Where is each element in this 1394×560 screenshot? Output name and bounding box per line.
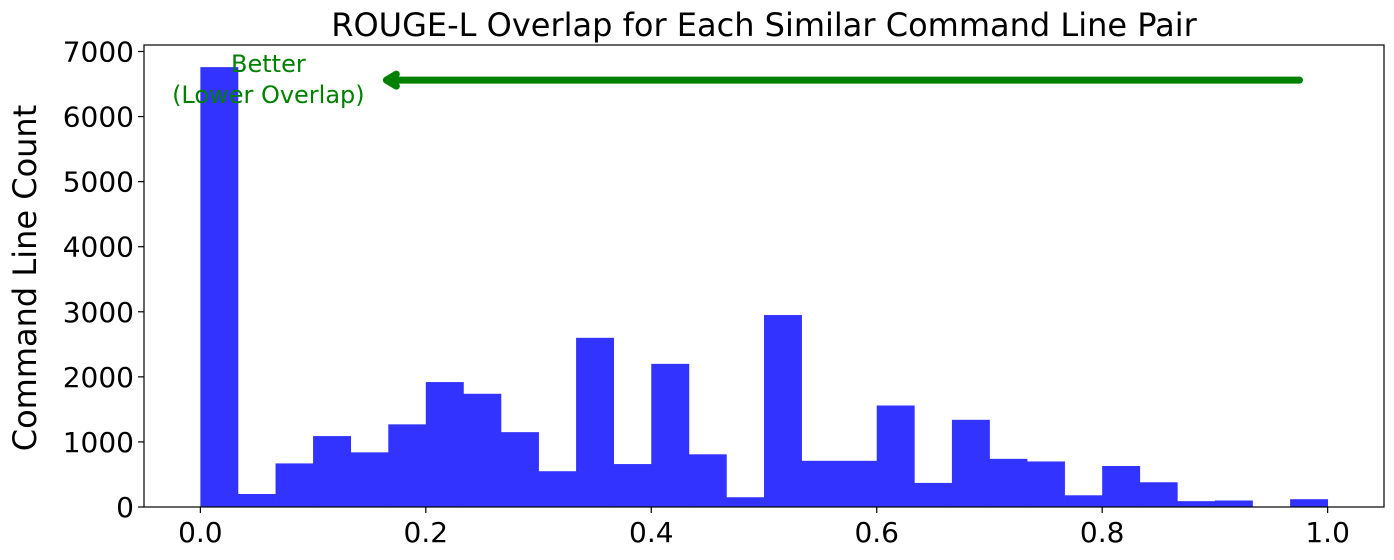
histogram-bar [275,463,314,507]
y-tick-label: 0 [116,491,134,524]
histogram-bar [876,405,915,507]
histogram-bar [237,493,276,507]
chart-title: ROUGE-L Overlap for Each Similar Command… [331,6,1197,44]
x-tick-label: 0.6 [854,516,899,549]
histogram-bar [951,419,990,507]
histogram-bar [313,436,352,507]
histogram-bar [914,482,953,507]
histogram-bar [989,458,1028,507]
bars-group [200,67,1329,507]
histogram-bar [1026,461,1065,507]
y-tick-label: 5000 [63,166,134,199]
y-tick-label: 7000 [63,36,134,69]
annotation-group: Better (Lower Overlap) [172,50,1303,109]
histogram-bar [764,315,802,507]
histogram-bar [1139,482,1178,507]
y-tick-label: 4000 [63,231,134,264]
histogram-bar [1064,495,1103,507]
x-axis-ticks: 0.0 0.2 0.4 0.6 0.8 1.0 [178,507,1350,549]
x-tick-label: 0.2 [404,516,449,549]
histogram-bar [1214,500,1253,507]
histogram-bar [1290,499,1329,507]
histogram-bar [425,382,464,507]
histogram-bar [1102,466,1141,507]
y-tick-label: 2000 [63,361,134,394]
histogram-bar [613,464,652,507]
x-tick-label: 0.4 [629,516,674,549]
histogram-bar [726,497,765,507]
histogram-bar [200,67,239,507]
histogram-bar [1177,501,1216,507]
x-tick-label: 0.0 [178,516,223,549]
y-tick-label: 6000 [63,101,134,134]
x-tick-label: 0.8 [1080,516,1125,549]
y-tick-label: 3000 [63,296,134,329]
annotation-label-better: Better [231,50,306,78]
annotation-arrowhead [382,70,400,90]
y-tick-label: 1000 [63,426,134,459]
y-axis-ticks: 0 1000 2000 3000 4000 5000 6000 7000 [63,36,144,524]
histogram-bar [538,471,577,507]
histogram-bar [651,363,690,507]
histogram-bar [801,460,840,507]
histogram-bar [463,393,502,507]
histogram-bar [576,337,615,507]
histogram-bar [350,452,389,507]
histogram-bar [501,432,539,507]
y-axis-label: Command Line Count [6,105,44,452]
x-tick-label: 1.0 [1305,516,1350,549]
histogram-bar [688,454,727,507]
histogram-bar [839,460,878,507]
histogram-bar [388,424,427,507]
plot-frame [143,44,1385,508]
annotation-label-lower-overlap: (Lower Overlap) [172,81,365,109]
